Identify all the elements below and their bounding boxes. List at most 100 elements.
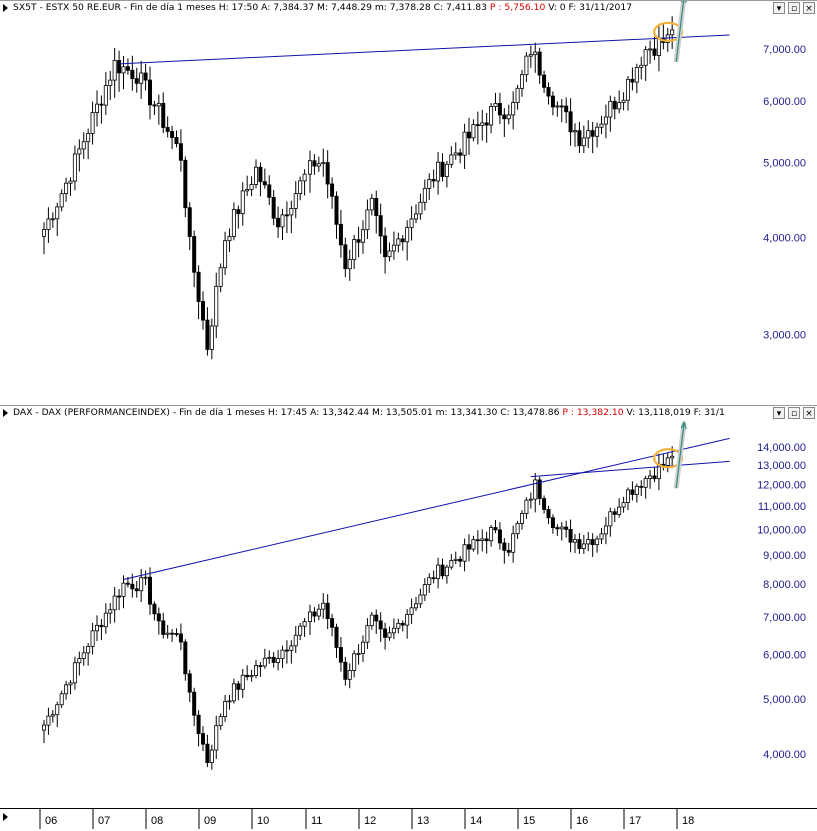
candle-body-down xyxy=(458,152,463,156)
candle xyxy=(409,598,414,624)
candle-body-up xyxy=(112,60,117,81)
candle-body-down xyxy=(330,183,335,197)
pane-close-button[interactable]: × xyxy=(803,407,815,419)
candle-body-up xyxy=(223,240,228,269)
candle-body-up xyxy=(293,634,298,647)
candle xyxy=(612,508,617,522)
candle-body-up xyxy=(360,641,365,654)
dax-chart[interactable]: 4,000.00 5,000.00 6,000.00 7,000.00 8,000.00… xyxy=(0,406,817,809)
pane-restore-button[interactable]: ▫ xyxy=(788,2,800,14)
x-tick-label: 12 xyxy=(364,815,376,827)
candle-body-up xyxy=(64,182,69,195)
candle xyxy=(178,129,183,172)
candle-body-down xyxy=(200,301,205,321)
candle xyxy=(325,594,330,630)
candle xyxy=(374,190,379,234)
candle-body-down xyxy=(577,539,582,550)
candle xyxy=(612,96,617,120)
candle-body-down xyxy=(431,577,436,580)
pane-menu-icon[interactable] xyxy=(3,409,8,417)
pane-restore-button[interactable]: ▫ xyxy=(788,407,800,419)
candle-body-up xyxy=(489,527,494,542)
candle-body-down xyxy=(125,66,130,71)
candle xyxy=(431,169,436,188)
candle xyxy=(46,707,51,735)
candle-body-up xyxy=(648,475,653,479)
candle-body-down xyxy=(165,127,170,132)
candle xyxy=(200,291,205,330)
candle xyxy=(608,95,613,132)
candle-body-down xyxy=(170,131,175,138)
candle xyxy=(480,109,485,141)
candle-body-up xyxy=(515,87,520,103)
candle xyxy=(502,538,507,564)
x-tick-label: 15 xyxy=(523,815,535,827)
candle-body-down xyxy=(383,235,388,258)
candle-body-up xyxy=(42,229,47,237)
y-tick-label: 13,000.00 xyxy=(757,460,806,472)
candle-body-up xyxy=(72,153,77,182)
candle xyxy=(400,234,405,251)
candle xyxy=(200,726,205,752)
candle xyxy=(55,202,60,236)
candle-body-up xyxy=(603,116,608,125)
pane-menu-button[interactable]: ▾ xyxy=(773,2,785,14)
candle xyxy=(284,640,289,664)
y-tick-label: 11,000.00 xyxy=(758,501,806,513)
candle xyxy=(330,613,335,637)
candle-body-up xyxy=(298,180,303,195)
x-tick-label: 18 xyxy=(682,815,694,827)
pane-menu-icon[interactable] xyxy=(3,4,8,12)
candle xyxy=(559,98,564,123)
candle xyxy=(262,648,267,669)
candle-body-up xyxy=(608,511,613,527)
candle xyxy=(634,63,639,94)
candle xyxy=(223,694,228,722)
candle xyxy=(165,116,170,138)
candle-body-down xyxy=(458,558,463,562)
pane-title-red: P : 5,756.10 xyxy=(489,2,546,13)
candle-body-up xyxy=(595,126,600,137)
candle xyxy=(236,205,241,229)
candle-body-down xyxy=(99,624,104,628)
candle xyxy=(289,640,294,664)
candle xyxy=(50,709,55,723)
x-tick-label: 06 xyxy=(45,815,57,827)
scroll-left-icon[interactable] xyxy=(3,813,8,821)
candle xyxy=(298,176,303,201)
candle xyxy=(396,618,401,634)
candle-body-up xyxy=(480,122,485,126)
candle xyxy=(338,637,343,672)
candle xyxy=(365,199,370,239)
candle xyxy=(360,635,365,662)
candle-body-down xyxy=(400,622,405,626)
candle-body-up xyxy=(231,209,236,237)
candle-body-up xyxy=(449,154,454,165)
x-tick-label: 13 xyxy=(417,815,429,827)
candle-body-down xyxy=(484,538,489,542)
pane-close-button[interactable]: × xyxy=(803,2,815,14)
candle xyxy=(497,522,502,550)
candle-body-down xyxy=(497,529,502,544)
candle-body-up xyxy=(603,525,608,535)
pane-menu-button[interactable]: ▾ xyxy=(773,407,785,419)
candle-body-down xyxy=(99,103,104,106)
pane-title-red: P : 13,382.10 xyxy=(562,407,624,418)
candle xyxy=(383,622,388,650)
candle xyxy=(165,625,170,639)
candle xyxy=(564,97,569,124)
candle xyxy=(515,520,520,539)
candle-body-down xyxy=(577,130,582,147)
candle-body-up xyxy=(387,250,392,258)
candle xyxy=(391,618,396,640)
candle xyxy=(253,659,258,679)
candle-body-down xyxy=(546,86,551,97)
candle-body-up xyxy=(90,630,95,647)
candle-body-up xyxy=(209,749,214,763)
candle-body-up xyxy=(559,526,564,530)
candle xyxy=(325,150,330,199)
candle-body-down xyxy=(590,130,595,137)
candle xyxy=(117,50,122,92)
x-tick-label: 11 xyxy=(311,815,322,827)
sx5t-chart[interactable]: 3,000.00 4,000.00 5,000.00 6,000.00 7,000.00 xyxy=(0,1,817,404)
